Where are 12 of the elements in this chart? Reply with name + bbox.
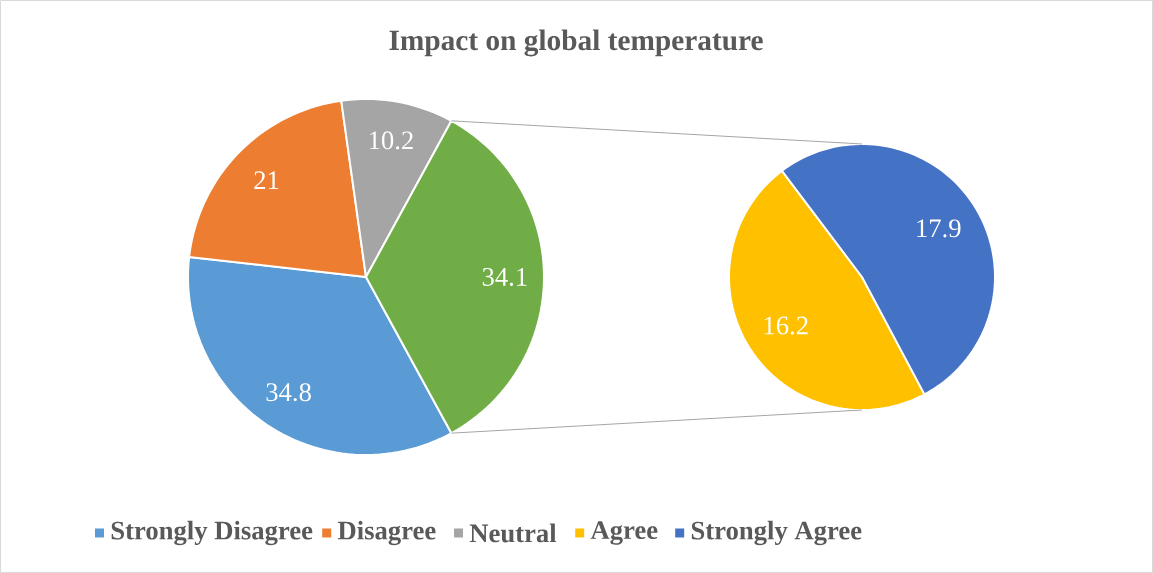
data-label: 34.1 [482, 267, 527, 287]
data-label: 10.2 [369, 131, 413, 150]
data-label: 21 [254, 171, 279, 189]
data-label: 16.2 [764, 316, 808, 335]
legend-label: Neutral [469, 523, 557, 543]
legend-label: Strongly Disagree [111, 520, 313, 546]
legend-label: Strongly Agree [691, 520, 862, 546]
legend-label: Agree [590, 521, 658, 545]
data-label: 17.9 [917, 219, 961, 238]
data-label: 34.8 [266, 383, 311, 402]
legend-label: Disagree [337, 520, 436, 546]
chart-title: Impact on global temperature [389, 29, 763, 57]
